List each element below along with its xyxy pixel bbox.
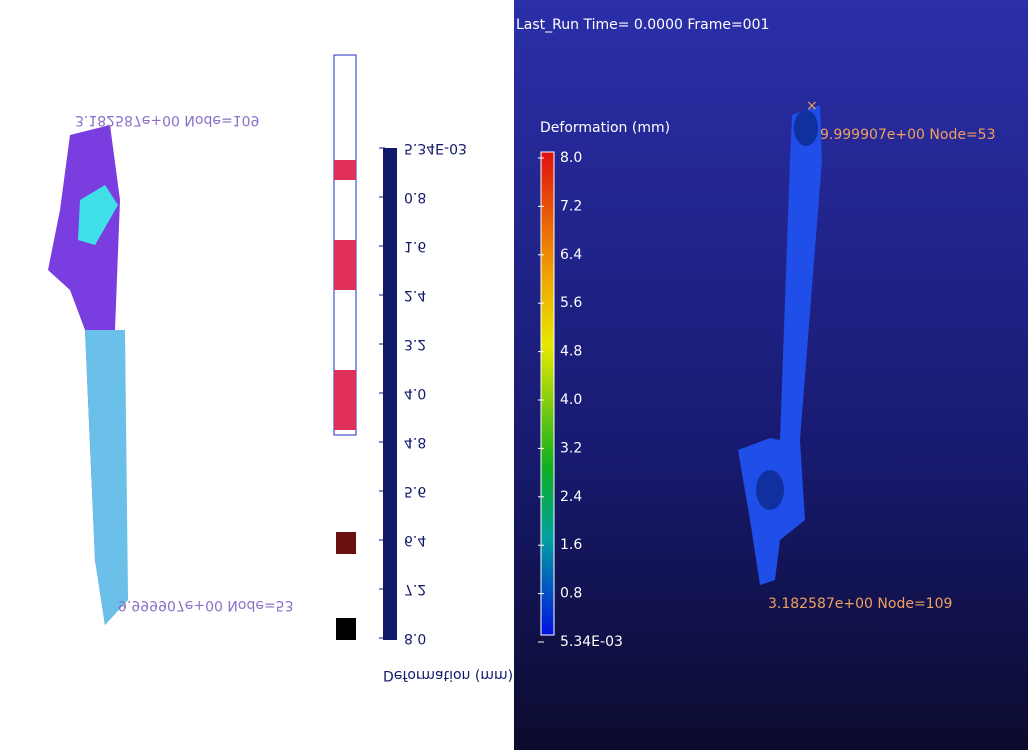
viewport bbox=[514, 0, 1028, 750]
node-label: 9.999907e+00 Node=53 bbox=[118, 597, 294, 613]
legend-label: 5.6 bbox=[560, 295, 582, 311]
color-bar bbox=[540, 151, 555, 636]
legend-label: 2.4 bbox=[560, 489, 582, 505]
legend-label: 1.6 bbox=[560, 537, 582, 553]
legend-label: 1.6 bbox=[404, 238, 426, 254]
node-label: 3.182587e+00 Node=109 bbox=[75, 112, 259, 128]
legend-label: 4.0 bbox=[560, 392, 582, 408]
legend-label: 0.8 bbox=[404, 189, 426, 205]
node-label: 9.999907e+00 Node=53 bbox=[820, 127, 996, 143]
left-labels: 8.0 7.2 6.4 5.6 4.8 4.0 3.2 2.4 1.6 0.8 5.34E-03 De… bbox=[75, 112, 513, 683]
node-marker: × bbox=[806, 98, 818, 114]
legend-label: 4.0 bbox=[404, 385, 426, 401]
part bbox=[738, 105, 822, 585]
legend-label: 7.2 bbox=[404, 581, 426, 597]
legend-title: Deformation (mm) bbox=[383, 667, 513, 683]
legend-labels: 8.0 7.2 6.4 5.6 4.8 4.0 3.2 2.4 1.6 0.8 5.34E-03 bbox=[538, 150, 623, 650]
legend-label: 3.2 bbox=[404, 336, 426, 352]
legend-label: 2.4 bbox=[404, 287, 426, 303]
legend-label: 4.8 bbox=[560, 344, 582, 360]
legend-label: 8.0 bbox=[404, 630, 426, 646]
left-legend-strip bbox=[333, 54, 357, 640]
legend-label: 6.4 bbox=[404, 532, 426, 548]
legend-label: 5.34E-03 bbox=[404, 140, 467, 156]
node-label: 3.182587e+00 Node=109 bbox=[768, 596, 952, 612]
legend-label: 3.2 bbox=[560, 440, 582, 456]
legend-title: Deformation (mm) bbox=[540, 120, 670, 136]
viewport-header: Last_Run Time= 0.0000 Frame=001 bbox=[516, 17, 769, 33]
legend-label: 6.4 bbox=[560, 247, 582, 263]
legend-label: 0.8 bbox=[560, 586, 582, 602]
legend-label: 8.0 bbox=[560, 150, 582, 166]
left-part bbox=[48, 125, 128, 625]
legend-label: 5.34E-03 bbox=[560, 634, 623, 650]
left-color-bar bbox=[383, 148, 397, 640]
left-panel bbox=[0, 0, 514, 750]
legend-label: 5.6 bbox=[404, 483, 426, 499]
legend-label: 4.8 bbox=[404, 434, 426, 450]
legend-label: 7.2 bbox=[560, 198, 582, 214]
